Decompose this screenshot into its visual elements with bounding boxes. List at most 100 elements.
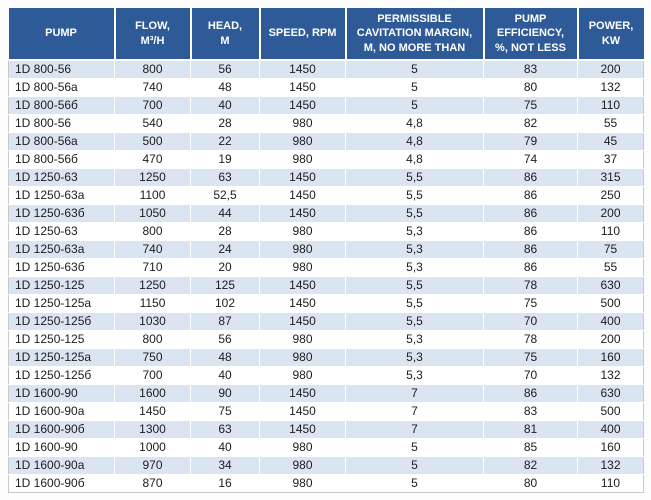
cell-pump: 1D 1250-63a	[8, 239, 115, 259]
cell-cavitation: 5	[345, 77, 484, 97]
cell-pump: 1D 1250-125	[8, 329, 115, 349]
cell-head: 34	[190, 455, 260, 475]
cell-speed: 980	[259, 473, 346, 493]
cell-speed: 1450	[259, 383, 346, 403]
table-row: 1D 1250-63a 1100 52,5 1450 5,5 86 250	[8, 185, 644, 205]
table-row: 1D 1250-63a 740 24 980 5,3 86 75	[8, 239, 644, 259]
column-header-speed: SPEED, RPM	[258, 8, 347, 61]
table-row: 1D 1250-125a 1150 102 1450 5,5 75 500	[8, 293, 644, 313]
cell-head: 28	[190, 221, 260, 241]
cell-pump: 1D 800-56б	[8, 149, 115, 169]
cell-cavitation: 5,5	[345, 311, 484, 331]
cell-cavitation: 5,5	[345, 185, 484, 205]
cell-flow: 750	[114, 347, 191, 367]
cell-power: 55	[577, 257, 644, 277]
cell-power: 630	[577, 275, 644, 295]
table-row: 1D 1600-90 1600 90 1450 7 86 630	[8, 383, 644, 403]
cell-efficiency: 86	[483, 203, 578, 223]
cell-pump: 1D 800-56б	[8, 95, 115, 115]
cell-power: 200	[577, 59, 644, 79]
cell-pump: 1D 1250-63	[8, 167, 115, 187]
cell-efficiency: 78	[483, 329, 578, 349]
cell-head: 40	[190, 365, 260, 385]
cell-power: 250	[577, 185, 644, 205]
cell-cavitation: 5,5	[345, 203, 484, 223]
cell-power: 110	[577, 221, 644, 241]
cell-cavitation: 5	[345, 59, 484, 79]
cell-pump: 1D 800-56	[8, 59, 115, 79]
cell-speed: 980	[259, 365, 346, 385]
cell-cavitation: 5,5	[345, 293, 484, 313]
column-header-cavitation-margin: PERMISSIBLE CAVITATION MARGIN, M, NO MOR…	[344, 8, 485, 61]
cell-speed: 980	[259, 329, 346, 349]
cell-power: 200	[577, 203, 644, 223]
cell-flow: 1250	[114, 275, 191, 295]
cell-efficiency: 80	[483, 77, 578, 97]
cell-head: 56	[190, 329, 260, 349]
cell-pump: 1D 1600-90б	[8, 473, 115, 493]
cell-speed: 980	[259, 149, 346, 169]
cell-speed: 980	[259, 239, 346, 259]
cell-efficiency: 80	[483, 473, 578, 493]
table-row: 1D 1250-63б 1050 44 1450 5,5 86 200	[8, 203, 644, 223]
cell-power: 160	[577, 437, 644, 457]
cell-efficiency: 86	[483, 257, 578, 277]
cell-cavitation: 5	[345, 437, 484, 457]
table-row: 1D 1250-125a 750 48 980 5,3 75 160	[8, 347, 644, 367]
table-row: 1D 1600-90б 1300 63 1450 7 81 400	[8, 419, 644, 439]
cell-efficiency: 74	[483, 149, 578, 169]
cell-power: 400	[577, 419, 644, 439]
cell-head: 22	[190, 131, 260, 151]
cell-cavitation: 5,3	[345, 221, 484, 241]
cell-pump: 1D 1250-63б	[8, 257, 115, 277]
cell-head: 52,5	[190, 185, 260, 205]
cell-flow: 1150	[114, 293, 191, 313]
cell-pump: 1D 800-56	[8, 113, 115, 133]
cell-flow: 740	[114, 77, 191, 97]
cell-flow: 1100	[114, 185, 191, 205]
cell-speed: 980	[259, 113, 346, 133]
cell-efficiency: 85	[483, 437, 578, 457]
cell-head: 102	[190, 293, 260, 313]
cell-cavitation: 4,8	[345, 113, 484, 133]
cell-cavitation: 7	[345, 383, 484, 403]
cell-power: 200	[577, 329, 644, 349]
cell-flow: 1300	[114, 419, 191, 439]
cell-power: 315	[577, 167, 644, 187]
cell-head: 56	[190, 59, 260, 79]
table-row: 1D 800-56a 500 22 980 4,8 79 45	[8, 131, 644, 151]
column-header-power: POWER, KW	[576, 8, 644, 61]
cell-flow: 700	[114, 95, 191, 115]
cell-efficiency: 86	[483, 167, 578, 187]
cell-speed: 1450	[259, 59, 346, 79]
cell-pump: 1D 1250-125a	[8, 293, 115, 313]
cell-speed: 1450	[259, 77, 346, 97]
cell-speed: 1450	[259, 293, 346, 313]
cell-head: 24	[190, 239, 260, 259]
cell-head: 63	[190, 167, 260, 187]
table-header: PUMP FLOW, M³/H HEAD, M SPEED, RPM PERMI…	[8, 8, 644, 61]
cell-flow: 710	[114, 257, 191, 277]
cell-pump: 1D 800-56a	[8, 131, 115, 151]
cell-cavitation: 5,5	[345, 275, 484, 295]
cell-cavitation: 4,8	[345, 149, 484, 169]
cell-pump: 1D 1250-125	[8, 275, 115, 295]
cell-speed: 1450	[259, 419, 346, 439]
table-row: 1D 1250-125 800 56 980 5,3 78 200	[8, 329, 644, 349]
cell-flow: 740	[114, 239, 191, 259]
cell-flow: 470	[114, 149, 191, 169]
cell-head: 28	[190, 113, 260, 133]
cell-power: 500	[577, 293, 644, 313]
cell-power: 160	[577, 347, 644, 367]
cell-power: 45	[577, 131, 644, 151]
cell-efficiency: 81	[483, 419, 578, 439]
cell-flow: 1030	[114, 311, 191, 331]
column-header-pump: PUMP	[8, 8, 116, 61]
cell-efficiency: 83	[483, 401, 578, 421]
cell-speed: 980	[259, 347, 346, 367]
cell-power: 132	[577, 77, 644, 97]
cell-pump: 1D 1600-90a	[8, 401, 115, 421]
cell-power: 37	[577, 149, 644, 169]
pump-spec-table: PUMP FLOW, M³/H HEAD, M SPEED, RPM PERMI…	[8, 8, 644, 493]
cell-cavitation: 5,3	[345, 365, 484, 385]
